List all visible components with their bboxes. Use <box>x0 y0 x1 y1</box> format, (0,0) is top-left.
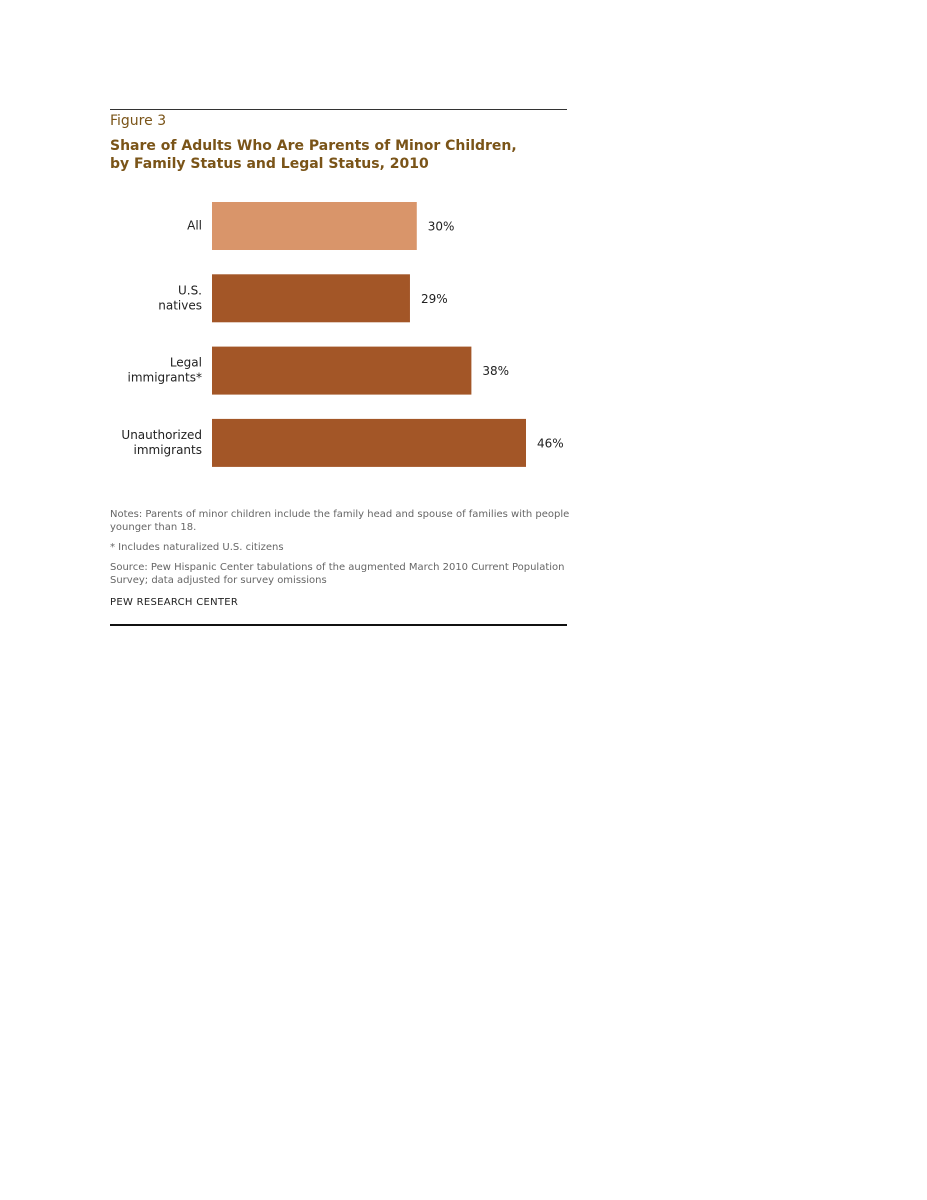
figure-label: Figure 3 <box>110 113 167 129</box>
chart-title-line-2: by Family Status and Legal Status, 2010 <box>110 156 429 172</box>
notes-text: Notes: Parents of minor children include… <box>110 509 570 533</box>
value-label-2: 38% <box>482 364 509 378</box>
chart-notes: Notes: Parents of minor children include… <box>110 508 570 587</box>
bar-2 <box>212 346 472 395</box>
bar-3 <box>212 418 526 467</box>
category-label-1-line-0: U.S. <box>178 283 202 297</box>
value-label-3: 46% <box>537 436 564 450</box>
organization-credit: PEW RESEARCH CENTER <box>110 597 239 608</box>
category-label-3-line-0: Unauthorized <box>121 428 202 442</box>
asterisk-note: * Includes naturalized U.S. citizens <box>110 542 284 553</box>
chart-title-line-1: Share of Adults Who Are Parents of Minor… <box>110 138 517 154</box>
category-label-1-line-1: natives <box>158 298 202 312</box>
bottom-rule <box>110 624 567 626</box>
category-label-2-line-1: immigrants* <box>127 371 202 385</box>
top-rule <box>110 109 567 110</box>
value-label-0: 30% <box>428 220 455 234</box>
bar-1 <box>212 274 410 323</box>
source-text: Source: Pew Hispanic Center tabulations … <box>110 562 565 586</box>
category-label-2-line-0: Legal <box>170 356 202 370</box>
category-label-0-line-0: All <box>187 219 202 233</box>
value-label-1: 29% <box>421 292 448 306</box>
chart-title: Share of Adults Who Are Parents of Minor… <box>110 137 570 173</box>
category-label-3-line-1: immigrants <box>133 443 202 457</box>
bar-0 <box>212 202 417 250</box>
